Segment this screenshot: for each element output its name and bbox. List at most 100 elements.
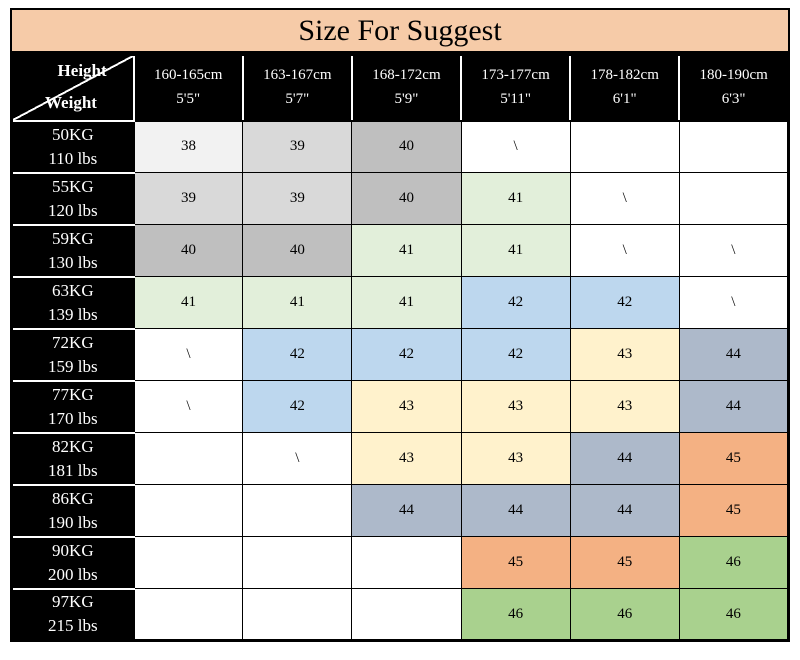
row-label-lbs: 159 lbs (48, 356, 98, 376)
size-cell: 38 (133, 120, 244, 173)
row-label-kg: 55KG (52, 176, 94, 196)
size-cell: 45 (678, 432, 790, 485)
size-cell: 45 (678, 484, 790, 537)
column-header-cm: 168-172cm (372, 67, 441, 84)
table-row: 59KG 130 lbs 40 40 41 41 \ \ (10, 223, 790, 278)
size-cell: 42 (351, 328, 462, 381)
column-header-cm: 178-182cm (590, 67, 659, 84)
size-cell: 40 (133, 224, 244, 277)
row-label-lbs: 200 lbs (48, 564, 98, 584)
table-row: 63KG 139 lbs 41 41 41 42 42 \ (10, 275, 790, 330)
row-label: 77KG 170 lbs (10, 379, 135, 434)
height-label: Height (57, 61, 107, 80)
table-row: 82KG 181 lbs \ 43 43 44 45 (10, 431, 790, 486)
size-cell (678, 172, 790, 225)
size-cell (569, 120, 680, 173)
size-cell (242, 484, 353, 537)
row-label-lbs: 170 lbs (48, 408, 98, 428)
size-cell: 44 (460, 484, 571, 537)
row-label-kg: 63KG (52, 280, 94, 300)
size-cell: \ (133, 380, 244, 433)
size-cell (133, 588, 244, 641)
row-label-kg: 72KG (52, 332, 94, 352)
size-cell: 39 (133, 172, 244, 225)
size-cell: 44 (678, 328, 790, 381)
row-label: 63KG 139 lbs (10, 275, 135, 330)
size-cell: 39 (242, 120, 353, 173)
size-table: Height Weight 160-165cm 5'5" 163-167cm 5'7"… (10, 53, 790, 642)
size-cell: 41 (460, 224, 571, 277)
size-cell: 42 (460, 276, 571, 329)
size-cell: 41 (242, 276, 353, 329)
column-header-cm: 173-177cm (481, 67, 550, 84)
table-row: 90KG 200 lbs 45 45 46 (10, 535, 790, 590)
column-header-cm: 163-167cm (263, 67, 332, 84)
row-label-lbs: 215 lbs (48, 616, 98, 636)
size-cell: 42 (460, 328, 571, 381)
size-cell (133, 432, 244, 485)
column-header-ft: 5'11" (500, 91, 531, 108)
column-header-ft: 5'5" (176, 91, 201, 108)
column-header-cm: 160-165cm (154, 67, 223, 84)
size-cell: \ (678, 224, 790, 277)
size-cell: \ (133, 328, 244, 381)
size-cell: 46 (678, 536, 790, 589)
row-label-kg: 97KG (52, 592, 94, 612)
size-cell: 41 (351, 276, 462, 329)
row-label-lbs: 190 lbs (48, 512, 98, 532)
size-cell (242, 588, 353, 641)
size-cell: 39 (242, 172, 353, 225)
size-cell: 43 (569, 328, 680, 381)
size-cell: 44 (569, 484, 680, 537)
size-cell: 43 (351, 380, 462, 433)
row-label-kg: 82KG (52, 436, 94, 456)
row-label: 59KG 130 lbs (10, 223, 135, 278)
size-cell (678, 120, 790, 173)
column-header-ft: 6'1" (612, 91, 637, 108)
size-cell: 43 (460, 432, 571, 485)
height-weight-corner: Height Weight (10, 53, 135, 122)
size-cell: 43 (460, 380, 571, 433)
row-label-lbs: 110 lbs (48, 148, 98, 168)
size-cell: 41 (460, 172, 571, 225)
size-cell: 41 (351, 224, 462, 277)
size-cell: 40 (351, 120, 462, 173)
size-cell: 42 (569, 276, 680, 329)
row-label-lbs: 130 lbs (48, 252, 98, 272)
row-label: 72KG 159 lbs (10, 327, 135, 382)
column-header-ft: 5'9" (394, 91, 419, 108)
size-cell: 44 (351, 484, 462, 537)
size-cell: 41 (133, 276, 244, 329)
size-cell: 43 (351, 432, 462, 485)
size-cell: 44 (569, 432, 680, 485)
size-cell (351, 536, 462, 589)
table-row: 97KG 215 lbs 46 46 46 (10, 587, 790, 642)
header-row: Height Weight 160-165cm 5'5" 163-167cm 5'7"… (10, 53, 790, 122)
size-cell: 42 (242, 380, 353, 433)
page-title: Size For Suggest (10, 8, 790, 53)
size-cell: 44 (678, 380, 790, 433)
size-cell: \ (569, 172, 680, 225)
size-cell: 42 (242, 328, 353, 381)
size-cell: \ (569, 224, 680, 277)
row-label-lbs: 120 lbs (48, 200, 98, 220)
table-row: 77KG 170 lbs \ 42 43 43 43 44 (10, 379, 790, 434)
size-cell: \ (242, 432, 353, 485)
row-label-kg: 90KG (52, 540, 94, 560)
column-header: 160-165cm 5'5" (132, 53, 244, 122)
row-label-lbs: 139 lbs (48, 304, 98, 324)
table-row: 72KG 159 lbs \ 42 42 42 43 44 (10, 327, 790, 382)
row-label-kg: 59KG (52, 228, 94, 248)
column-header-ft: 5'7" (285, 91, 310, 108)
column-header-cm: 180-190cm (699, 67, 768, 84)
size-cell (133, 484, 244, 537)
row-label: 55KG 120 lbs (10, 171, 135, 226)
size-cell: 43 (569, 380, 680, 433)
size-cell: 40 (242, 224, 353, 277)
size-chart: Size For Suggest Height Weight 160-165cm… (10, 8, 790, 642)
column-header: 173-177cm 5'11" (460, 53, 572, 122)
row-label: 90KG 200 lbs (10, 535, 135, 590)
table-row: 55KG 120 lbs 39 39 40 41 \ (10, 171, 790, 226)
row-label-lbs: 181 lbs (48, 460, 98, 480)
size-cell (351, 588, 462, 641)
